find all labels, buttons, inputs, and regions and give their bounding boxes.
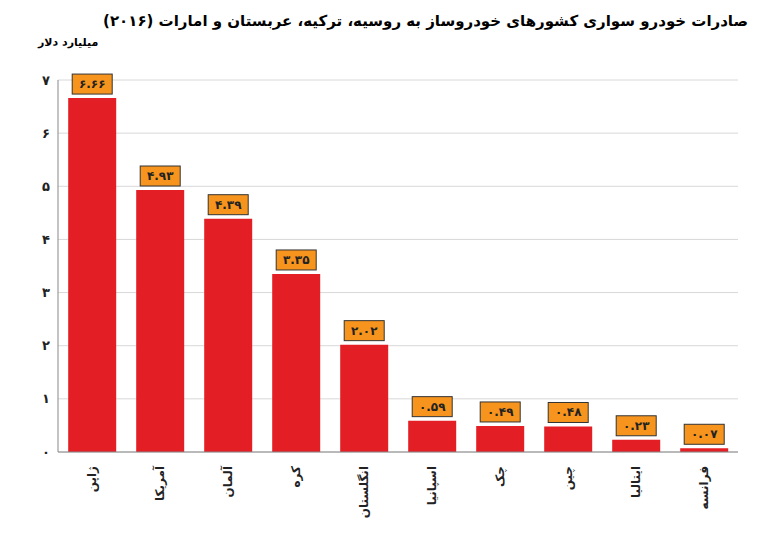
svg-text:چک: چک: [493, 466, 507, 487]
svg-text:آلمان: آلمان: [220, 465, 235, 497]
svg-text:اسپانیا: اسپانیا: [425, 466, 439, 505]
svg-text:۶.۶۶: ۶.۶۶: [79, 77, 106, 91]
svg-text:چین: چین: [561, 466, 575, 490]
html-text:صادرات خودرو سواری کشورهای خود: صادرات خودرو سواری کشورهای خودروساز به ر…: [103, 12, 748, 30]
svg-text:۲: ۲: [42, 338, 50, 353]
svg-text:ژاپن: ژاپن: [85, 466, 99, 492]
svg-text:آمریکا: آمریکا: [152, 465, 167, 501]
svg-text:انگلستان: انگلستان: [357, 466, 371, 518]
svg-text:۰.۵۹: ۰.۵۹: [419, 400, 446, 414]
svg-text:۲.۰۲: ۲.۰۲: [351, 324, 378, 338]
svg-text:ایتالیا: ایتالیا: [629, 466, 643, 498]
svg-text:۰.۲۳: ۰.۲۳: [623, 419, 650, 433]
svg-text:۱: ۱: [42, 391, 50, 406]
svg-text:۰.۰۷: ۰.۰۷: [691, 427, 718, 441]
svg-text:۰.۴۸: ۰.۴۸: [555, 405, 582, 419]
svg-text:۳: ۳: [42, 285, 50, 300]
svg-text:۶: ۶: [42, 126, 50, 141]
svg-text:کره: کره: [289, 466, 303, 488]
svg-text:۴.۳۹: ۴.۳۹: [215, 198, 242, 212]
svg-text:۴: ۴: [42, 232, 50, 247]
svg-text:فرانسه: فرانسه: [697, 466, 711, 509]
svg-text:۰.۴۹: ۰.۴۹: [487, 405, 514, 419]
html-text:میلیارد دلار: میلیارد دلار: [38, 36, 99, 49]
svg-text:۰: ۰: [42, 445, 50, 460]
svg-text:۵: ۵: [42, 179, 50, 194]
svg-text:۷: ۷: [42, 73, 50, 88]
svg-text:۴.۹۳: ۴.۹۳: [147, 169, 174, 183]
svg-text:۳.۳۵: ۳.۳۵: [283, 253, 310, 267]
